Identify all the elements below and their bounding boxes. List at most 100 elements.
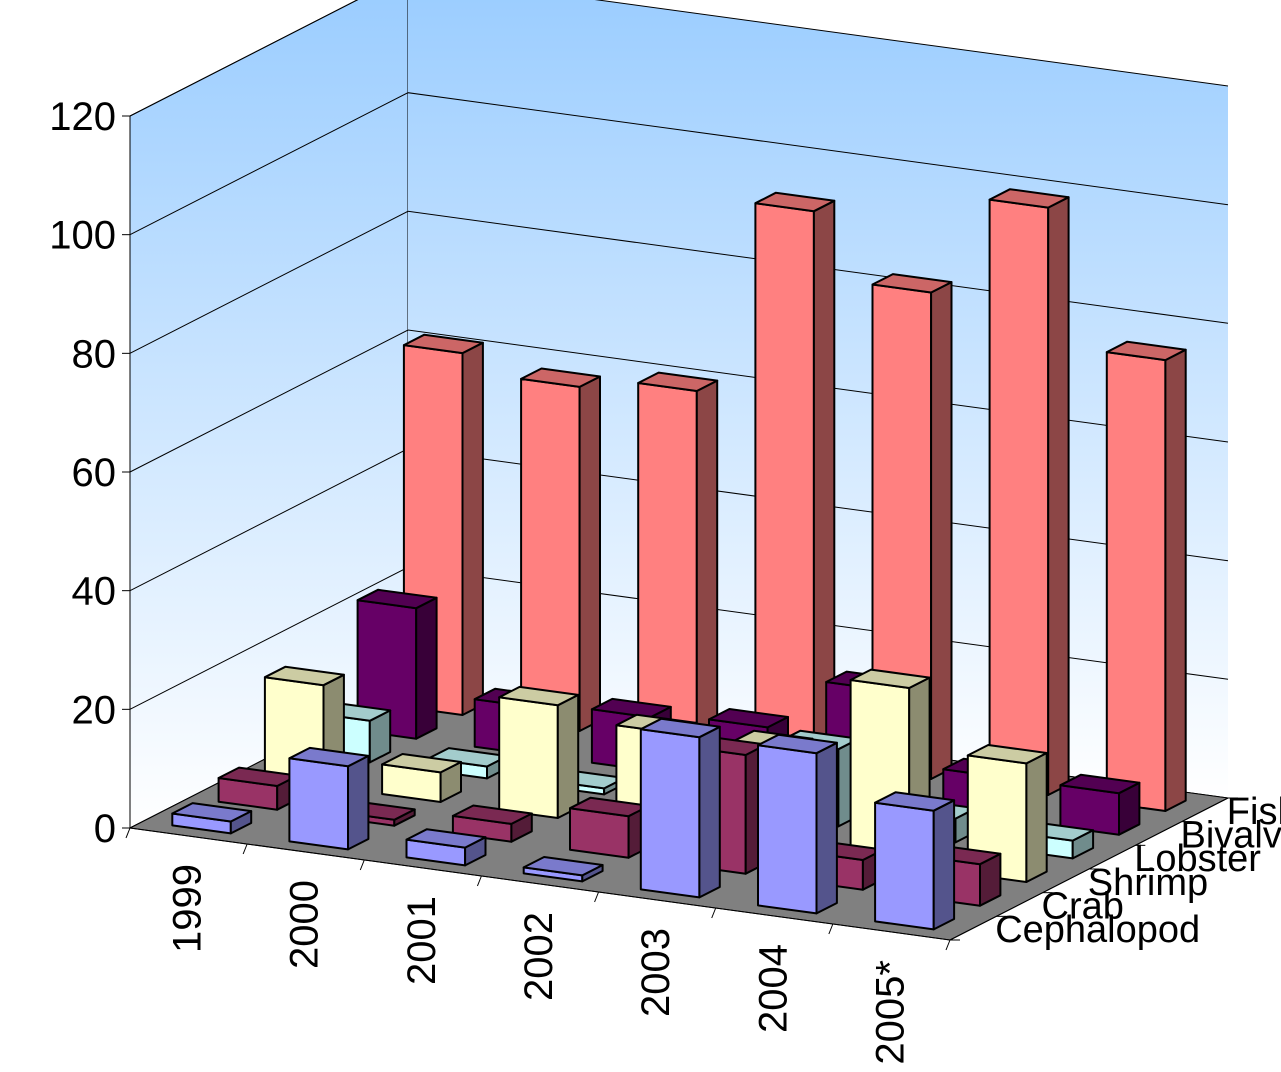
value-axis-label: 80 xyxy=(72,332,117,376)
series-label: Lobster xyxy=(1134,838,1261,880)
bar-side-face xyxy=(1047,196,1070,796)
bar-fish-2000 xyxy=(520,367,601,732)
category-axis-tick xyxy=(359,859,365,871)
bar-top-face xyxy=(871,273,953,294)
bar-top-face xyxy=(590,697,672,719)
category-label: 2000 xyxy=(283,880,327,969)
bar-crab-2002 xyxy=(569,796,650,859)
category-axis-tick xyxy=(711,907,717,919)
labels: 0 20 40 60 80 100 120 1999 2000 2001 2002 2003 2004 2… xyxy=(49,95,1281,1065)
bar-cephalopod-2004 xyxy=(757,733,838,915)
bar-top-face xyxy=(171,802,253,823)
bar-cephalopod-2000 xyxy=(288,746,370,851)
bar-front-face xyxy=(288,757,349,851)
category-axis-tick xyxy=(945,939,951,951)
bar-front-face xyxy=(520,377,581,732)
category-label: 2005* xyxy=(868,960,912,1065)
bar-front-face xyxy=(754,202,815,764)
bar-front-face xyxy=(757,744,818,915)
bar-shrimp-2000 xyxy=(381,753,462,803)
bar-cephalopod-1999 xyxy=(171,802,253,835)
category-label: 2001 xyxy=(400,896,444,985)
bar-side-face xyxy=(932,799,956,931)
bar-top-face xyxy=(966,744,1048,765)
bar-top-face xyxy=(405,828,487,849)
bar-cephalopod-2005* xyxy=(874,791,956,931)
bar-fish-2002 xyxy=(754,191,836,764)
category-axis-line xyxy=(129,827,951,941)
bar-top-face xyxy=(522,856,604,877)
bar-top-face xyxy=(988,188,1070,209)
bar-shrimp-2001 xyxy=(498,685,580,819)
category-axis-tick xyxy=(476,875,482,887)
bar-side-face xyxy=(556,693,580,819)
bar-top-face xyxy=(708,708,789,729)
value-axis-label: 0 xyxy=(94,807,116,851)
bar-top-face xyxy=(754,191,836,213)
bar-top-face xyxy=(263,665,345,687)
category-axis-tick xyxy=(242,843,248,855)
gridline xyxy=(129,0,1229,117)
bar-front-face xyxy=(637,382,698,748)
value-axis-label: 20 xyxy=(72,688,117,732)
bar-top-face xyxy=(1059,773,1141,795)
bar-side-face xyxy=(815,741,838,915)
value-axis-label: 100 xyxy=(49,214,116,258)
series-label: Crab xyxy=(1042,886,1124,928)
bar-side-face xyxy=(698,725,721,899)
bar-top-face xyxy=(451,804,533,825)
series-label: Shrimp xyxy=(1088,862,1208,904)
bar-top-face xyxy=(356,588,438,610)
category-axis-tick xyxy=(594,891,600,903)
bar-front-face xyxy=(874,801,935,931)
gridline xyxy=(129,329,1229,473)
gridline xyxy=(129,210,1229,354)
bar-front-face xyxy=(1105,351,1167,812)
bar-fish-2003 xyxy=(871,273,953,780)
category-label: 2003 xyxy=(634,928,678,1017)
bar-front-face xyxy=(498,696,559,819)
value-axis-label: 60 xyxy=(72,451,117,495)
bar-top-face xyxy=(849,668,931,689)
bar-side-face xyxy=(1025,752,1048,883)
gridline xyxy=(129,92,1229,236)
bar-cephalopod-2003 xyxy=(639,717,721,899)
bar-top-face xyxy=(498,685,580,707)
axes xyxy=(122,115,1238,951)
bar-top-face xyxy=(639,717,721,739)
series-label: Fish xyxy=(1227,791,1281,833)
value-axis-label: 40 xyxy=(72,570,117,614)
bar-bivalve-2005* xyxy=(1059,773,1141,836)
bar-front-face xyxy=(988,198,1050,796)
bar-crab-1999 xyxy=(217,766,299,811)
bar-fish-2005* xyxy=(1105,340,1187,812)
bar-top-face xyxy=(1105,340,1187,362)
bar-top-face xyxy=(874,791,956,812)
series-label: Cephalopod xyxy=(995,909,1200,951)
bar-top-face xyxy=(637,371,719,392)
bar-side-face xyxy=(461,341,484,716)
bar-top-face xyxy=(381,753,462,774)
bar-fish-2001 xyxy=(637,371,719,748)
bar-side-face xyxy=(347,754,370,851)
series-label: Bivalve xyxy=(1181,815,1281,857)
value-axis-label: 120 xyxy=(49,95,116,139)
bar-top-face xyxy=(757,733,838,755)
category-label: 2004 xyxy=(751,944,795,1033)
category-label: 2002 xyxy=(517,912,561,1001)
bars xyxy=(171,188,1187,931)
bar-side-face xyxy=(415,596,438,740)
bar-side-face xyxy=(1164,348,1187,812)
category-axis-tick xyxy=(828,923,834,935)
bar-side-face xyxy=(930,281,953,780)
bar-bivalve-1999 xyxy=(356,588,438,740)
bar-front-face xyxy=(639,728,701,899)
bar-fish-2004 xyxy=(988,188,1070,796)
category-axis-tick xyxy=(125,827,131,839)
bar-cephalopod-2001 xyxy=(405,828,487,867)
bar-top-face xyxy=(402,333,484,355)
category-label: 1999 xyxy=(166,864,210,953)
bar-cephalopod-2002 xyxy=(522,856,604,883)
bar-side-face xyxy=(578,375,601,732)
